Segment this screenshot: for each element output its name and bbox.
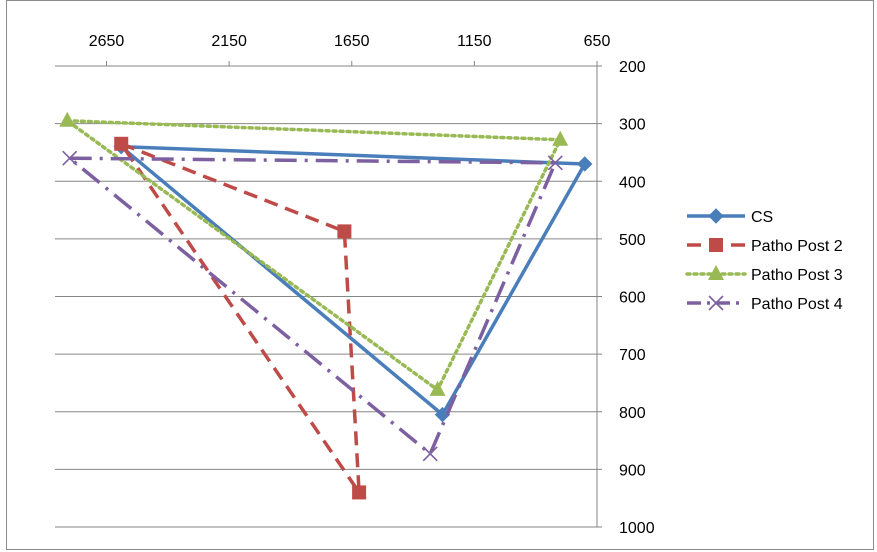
data-point [422, 446, 438, 462]
y-tick-label: 900 [619, 462, 646, 479]
data-point [114, 136, 129, 151]
series-line [119, 142, 361, 495]
legend: CS Patho Post 2 Patho Post 3 Patho Post 4 [685, 208, 843, 313]
x-tick-label: 1150 [457, 33, 492, 50]
y-tick-label: 1000 [619, 520, 655, 537]
data-point [352, 485, 367, 500]
data-point [429, 380, 446, 396]
data-point [62, 150, 78, 166]
y-tick-label: 800 [619, 405, 646, 422]
series-2 [59, 111, 569, 396]
y-tick-label: 500 [619, 232, 646, 249]
legend-swatch-marker [708, 208, 724, 224]
legend-label: CS [751, 209, 773, 226]
series-3 [62, 150, 563, 462]
legend-label: Patho Post 3 [751, 267, 843, 284]
y-tick-label: 700 [619, 347, 646, 364]
legend-swatch-marker [708, 295, 724, 311]
data-point [552, 130, 569, 146]
gridlines [55, 123, 597, 528]
legend-swatch-marker [708, 265, 724, 280]
legend-item: CS [687, 208, 773, 226]
series-group [59, 111, 593, 500]
y-tick-label: 300 [619, 117, 646, 134]
series-line [120, 144, 587, 417]
legend-item: Patho Post 2 [687, 238, 843, 255]
y-axis-ticks: 200 300 400 500 600 700 800 900 1000 [597, 59, 655, 537]
x-tick-label: 650 [584, 33, 611, 50]
legend-item: Patho Post 4 [687, 295, 843, 313]
x-tick-label: 2650 [89, 33, 125, 50]
data-point [59, 111, 76, 127]
legend-label: Patho Post 4 [751, 296, 843, 313]
x-axis-ticks: 2650 2150 1650 1150 650 [89, 33, 611, 66]
y-tick-label: 600 [619, 290, 646, 307]
data-point [547, 155, 563, 171]
legend-swatch-marker [709, 238, 723, 252]
series-line [65, 118, 562, 392]
x-tick-label: 1650 [334, 33, 370, 50]
series-line [68, 156, 558, 456]
data-point [577, 156, 593, 172]
data-point [337, 224, 352, 239]
y-tick-label: 200 [619, 59, 646, 76]
legend-item: Patho Post 3 [685, 265, 843, 284]
series-1 [114, 136, 367, 500]
legend-label: Patho Post 2 [751, 238, 843, 255]
y-tick-label: 400 [619, 174, 646, 191]
x-tick-label: 2150 [211, 33, 247, 50]
